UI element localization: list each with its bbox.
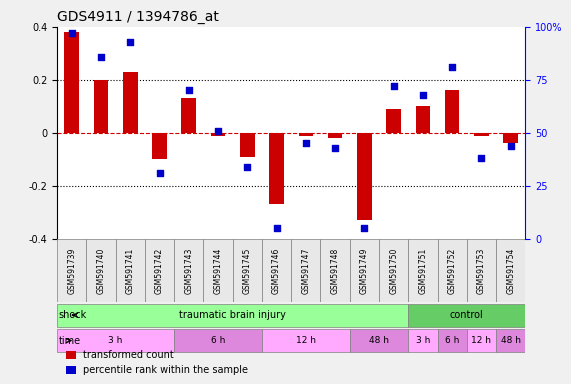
FancyBboxPatch shape bbox=[349, 239, 379, 303]
Text: GSM591747: GSM591747 bbox=[301, 247, 311, 294]
FancyBboxPatch shape bbox=[86, 239, 115, 303]
Text: 6 h: 6 h bbox=[445, 336, 459, 345]
FancyBboxPatch shape bbox=[408, 329, 437, 352]
Point bbox=[96, 53, 106, 60]
Bar bbox=[65, 32, 79, 133]
FancyBboxPatch shape bbox=[349, 329, 408, 352]
FancyBboxPatch shape bbox=[262, 329, 349, 352]
Bar bbox=[445, 91, 460, 133]
Point bbox=[477, 155, 486, 161]
Text: shock: shock bbox=[59, 310, 87, 320]
FancyBboxPatch shape bbox=[496, 239, 525, 303]
FancyBboxPatch shape bbox=[437, 239, 467, 303]
Text: 6 h: 6 h bbox=[211, 336, 225, 345]
Text: 48 h: 48 h bbox=[369, 336, 389, 345]
FancyBboxPatch shape bbox=[115, 239, 145, 303]
Bar bbox=[357, 133, 372, 220]
FancyBboxPatch shape bbox=[233, 239, 262, 303]
FancyBboxPatch shape bbox=[496, 329, 525, 352]
FancyBboxPatch shape bbox=[57, 239, 86, 303]
Bar bbox=[182, 98, 196, 133]
FancyBboxPatch shape bbox=[262, 239, 291, 303]
FancyBboxPatch shape bbox=[174, 239, 203, 303]
Text: time: time bbox=[59, 336, 81, 346]
Bar bbox=[152, 133, 167, 159]
FancyBboxPatch shape bbox=[467, 329, 496, 352]
Text: 3 h: 3 h bbox=[108, 336, 123, 345]
FancyBboxPatch shape bbox=[379, 239, 408, 303]
Text: GSM591748: GSM591748 bbox=[331, 248, 340, 294]
Text: 3 h: 3 h bbox=[416, 336, 430, 345]
Text: GSM591753: GSM591753 bbox=[477, 247, 486, 294]
Point bbox=[448, 64, 457, 70]
Text: 12 h: 12 h bbox=[472, 336, 492, 345]
Bar bbox=[328, 133, 343, 138]
FancyBboxPatch shape bbox=[408, 304, 525, 326]
Text: GSM591742: GSM591742 bbox=[155, 248, 164, 294]
FancyBboxPatch shape bbox=[174, 329, 262, 352]
Text: GSM591746: GSM591746 bbox=[272, 247, 281, 294]
Legend: transformed count, percentile rank within the sample: transformed count, percentile rank withi… bbox=[62, 346, 252, 379]
Bar bbox=[299, 133, 313, 136]
Point bbox=[272, 225, 281, 231]
Bar bbox=[387, 109, 401, 133]
Point bbox=[243, 164, 252, 170]
Text: GSM591754: GSM591754 bbox=[506, 247, 515, 294]
Point bbox=[360, 225, 369, 231]
FancyBboxPatch shape bbox=[291, 239, 320, 303]
Point bbox=[67, 30, 77, 36]
Text: GSM591741: GSM591741 bbox=[126, 248, 135, 294]
Text: GSM591749: GSM591749 bbox=[360, 247, 369, 294]
Bar bbox=[240, 133, 255, 157]
Bar bbox=[504, 133, 518, 144]
Text: GSM591744: GSM591744 bbox=[214, 247, 223, 294]
Point bbox=[184, 88, 194, 94]
Bar bbox=[94, 80, 108, 133]
Point bbox=[389, 83, 398, 89]
FancyBboxPatch shape bbox=[408, 239, 437, 303]
Point bbox=[214, 127, 223, 134]
FancyBboxPatch shape bbox=[320, 239, 349, 303]
Point bbox=[331, 145, 340, 151]
Point bbox=[419, 92, 428, 98]
Bar bbox=[123, 72, 138, 133]
Text: 48 h: 48 h bbox=[501, 336, 521, 345]
Bar bbox=[474, 133, 489, 136]
FancyBboxPatch shape bbox=[145, 239, 174, 303]
Text: GSM591750: GSM591750 bbox=[389, 247, 398, 294]
Bar bbox=[416, 106, 430, 133]
Text: GSM591751: GSM591751 bbox=[419, 248, 428, 294]
Text: GDS4911 / 1394786_at: GDS4911 / 1394786_at bbox=[57, 10, 219, 25]
Point bbox=[301, 141, 311, 147]
Text: GSM591745: GSM591745 bbox=[243, 247, 252, 294]
FancyBboxPatch shape bbox=[467, 239, 496, 303]
FancyBboxPatch shape bbox=[57, 304, 408, 326]
Text: control: control bbox=[450, 310, 484, 320]
Bar bbox=[270, 133, 284, 204]
Text: 12 h: 12 h bbox=[296, 336, 316, 345]
Text: traumatic brain injury: traumatic brain injury bbox=[179, 310, 286, 320]
Text: GSM591740: GSM591740 bbox=[96, 247, 106, 294]
Bar bbox=[211, 133, 226, 136]
Point bbox=[126, 39, 135, 45]
Text: GSM591752: GSM591752 bbox=[448, 248, 457, 294]
FancyBboxPatch shape bbox=[57, 329, 174, 352]
Text: GSM591739: GSM591739 bbox=[67, 247, 77, 294]
Point bbox=[506, 142, 515, 149]
Text: GSM591743: GSM591743 bbox=[184, 247, 194, 294]
FancyBboxPatch shape bbox=[437, 329, 467, 352]
Point bbox=[155, 170, 164, 176]
FancyBboxPatch shape bbox=[203, 239, 233, 303]
